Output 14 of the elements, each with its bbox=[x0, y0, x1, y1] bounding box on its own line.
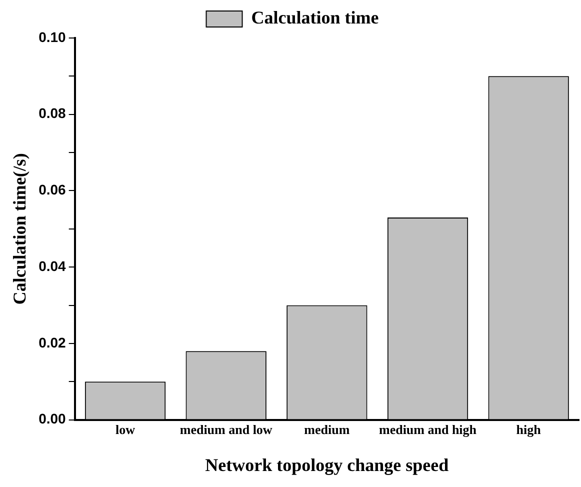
x-tick-label: medium bbox=[304, 422, 350, 437]
y-tick-label: 0.00 bbox=[38, 410, 66, 427]
x-tick-label: medium and low bbox=[180, 422, 273, 437]
y-tick-label: 0.08 bbox=[38, 105, 66, 122]
legend-label: Calculation time bbox=[251, 8, 379, 28]
y-tick-label: 0.04 bbox=[38, 258, 66, 274]
y-tick-label: 0.06 bbox=[38, 182, 66, 198]
x-tick-label: low bbox=[116, 422, 136, 437]
x-tick-label: medium and high bbox=[378, 422, 478, 437]
y-tick-label: 0.02 bbox=[38, 334, 66, 350]
x-axis-title: Network topology change speed bbox=[205, 454, 449, 475]
y-axis-title: Calculation time(/s) bbox=[9, 153, 30, 305]
y-tick-label: 0.10 bbox=[38, 28, 66, 45]
x-tick-label: high bbox=[516, 422, 542, 437]
